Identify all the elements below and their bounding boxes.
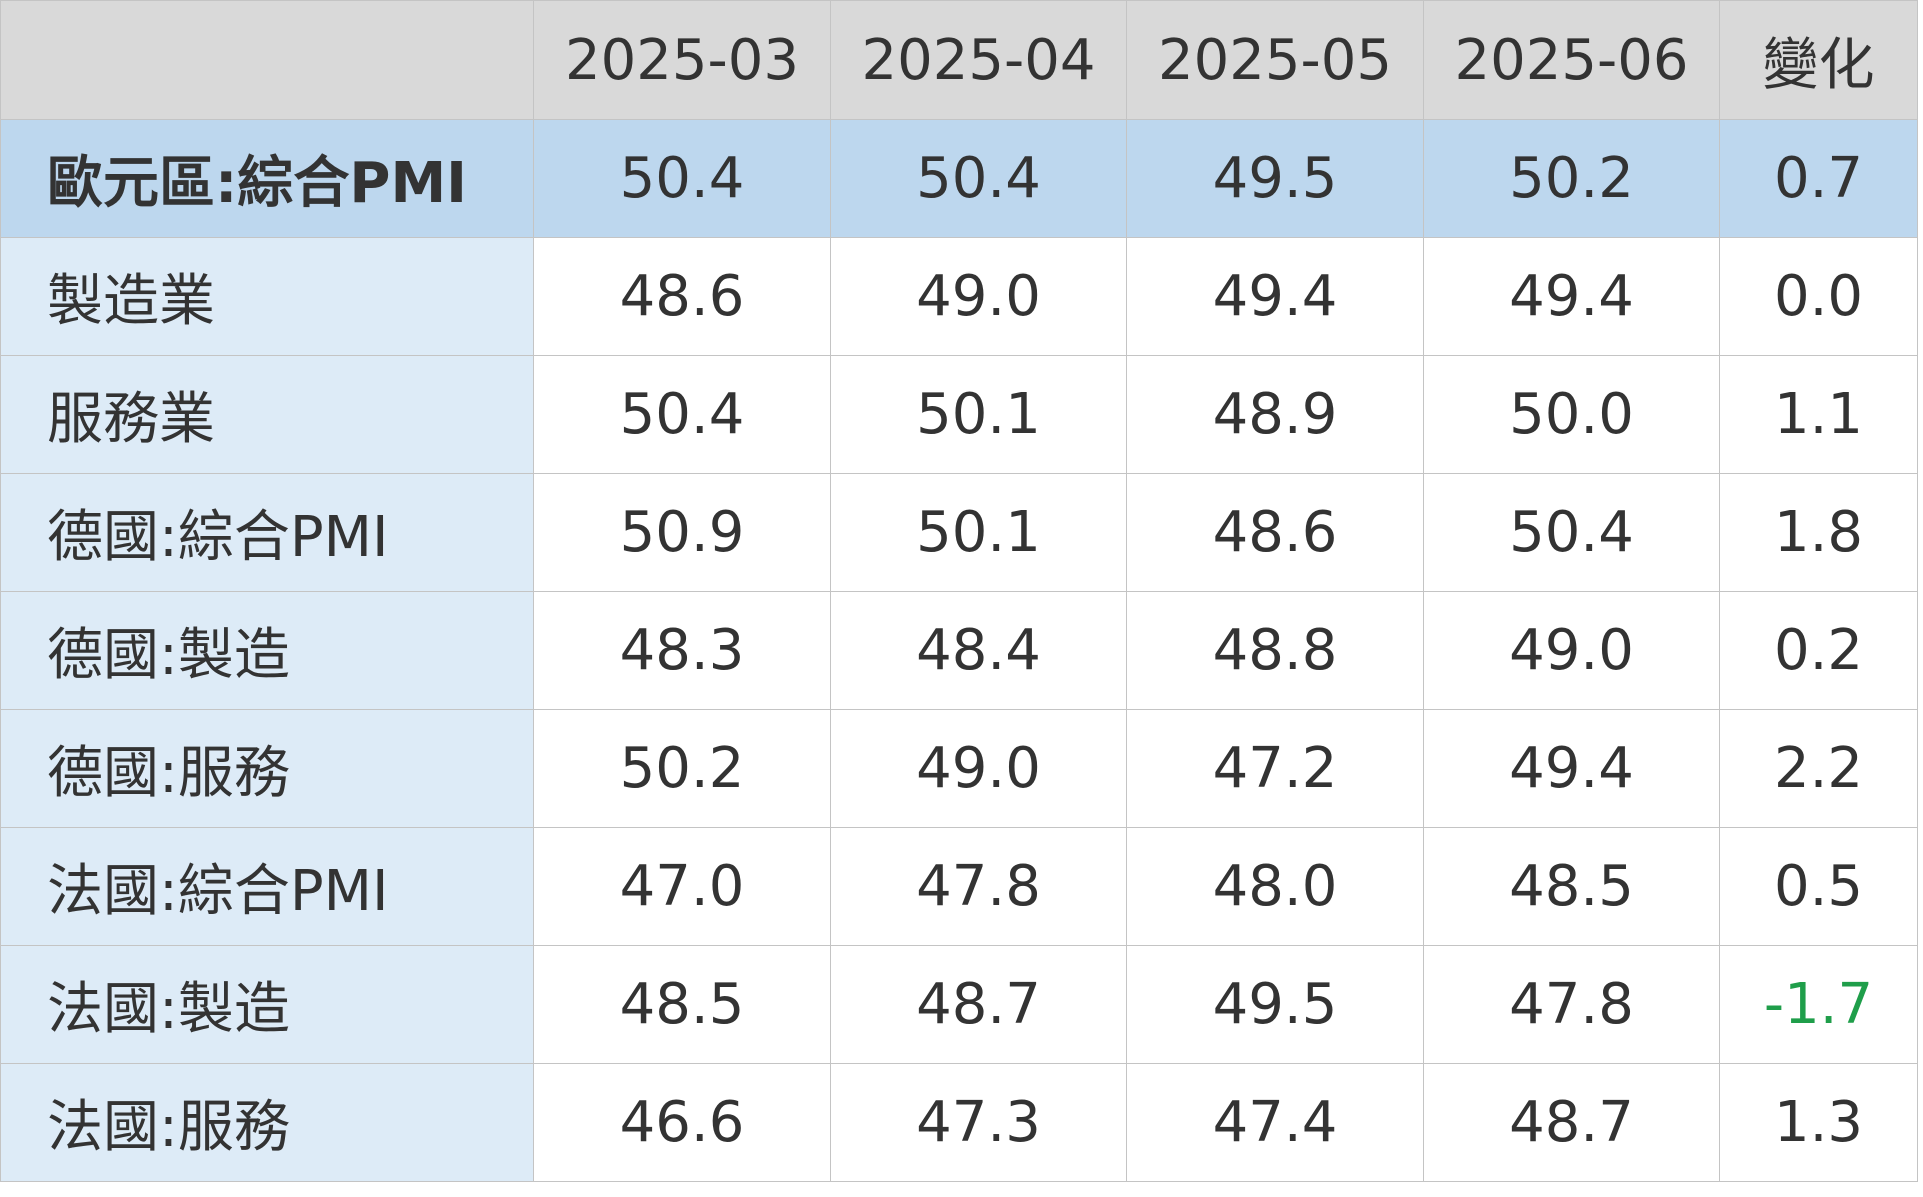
- value-cell: 50.2: [533, 709, 831, 828]
- table-row: 德國:服務 50.2 49.0 47.2 49.4 2.2: [0, 709, 1918, 828]
- value-cell: 48.6: [1126, 473, 1424, 592]
- value-cell: 48.7: [830, 945, 1127, 1064]
- row-label: 製造業: [0, 237, 534, 356]
- value-cell: 0.7: [1719, 119, 1918, 238]
- value-cell: 50.4: [533, 119, 831, 238]
- value-cell: 49.4: [1126, 237, 1424, 356]
- value-cell: 49.5: [1126, 119, 1424, 238]
- value-cell: 47.4: [1126, 1063, 1424, 1182]
- value-cell: 48.8: [1126, 591, 1424, 710]
- value-cell: 47.2: [1126, 709, 1424, 828]
- value-cell: 48.3: [533, 591, 831, 710]
- table-row: 德國:製造 48.3 48.4 48.8 49.0 0.2: [0, 591, 1918, 710]
- header-cell: 2025-05: [1126, 0, 1424, 120]
- row-label: 法國:服務: [0, 1063, 534, 1182]
- header-cell: [0, 0, 534, 120]
- value-cell: 49.5: [1126, 945, 1424, 1064]
- header-cell: 2025-06: [1423, 0, 1720, 120]
- value-cell: 49.0: [830, 709, 1127, 828]
- table-row: 歐元區:綜合PMI 50.4 50.4 49.5 50.2 0.7: [0, 119, 1918, 238]
- value-cell: 48.9: [1126, 355, 1424, 474]
- table-row: 法國:製造 48.5 48.7 49.5 47.8 -1.7: [0, 945, 1918, 1064]
- value-cell: 1.8: [1719, 473, 1918, 592]
- table-row: 法國:綜合PMI 47.0 47.8 48.0 48.5 0.5: [0, 827, 1918, 946]
- value-cell: 2.2: [1719, 709, 1918, 828]
- value-cell: 48.5: [1423, 827, 1720, 946]
- value-cell: 46.6: [533, 1063, 831, 1182]
- value-cell: 48.0: [1126, 827, 1424, 946]
- row-label: 德國:製造: [0, 591, 534, 710]
- value-cell: 50.0: [1423, 355, 1720, 474]
- value-cell: 50.2: [1423, 119, 1720, 238]
- row-label: 德國:綜合PMI: [0, 473, 534, 592]
- table-row: 法國:服務 46.6 47.3 47.4 48.7 1.3: [0, 1063, 1918, 1182]
- row-label: 服務業: [0, 355, 534, 474]
- table-row: 製造業 48.6 49.0 49.4 49.4 0.0: [0, 237, 1918, 356]
- value-cell: 1.3: [1719, 1063, 1918, 1182]
- value-cell: 50.4: [1423, 473, 1720, 592]
- value-cell: 50.1: [830, 473, 1127, 592]
- value-cell: 47.8: [830, 827, 1127, 946]
- value-cell: 47.8: [1423, 945, 1720, 1064]
- value-cell: 48.7: [1423, 1063, 1720, 1182]
- value-cell: 49.4: [1423, 709, 1720, 828]
- value-cell: 48.6: [533, 237, 831, 356]
- header-cell: 2025-04: [830, 0, 1127, 120]
- value-cell: 49.4: [1423, 237, 1720, 356]
- row-label: 德國:服務: [0, 709, 534, 828]
- header-row: 2025-03 2025-04 2025-05 2025-06 變化: [0, 0, 1918, 120]
- value-cell: 49.0: [1423, 591, 1720, 710]
- value-cell: 1.1: [1719, 355, 1918, 474]
- value-cell: 48.5: [533, 945, 831, 1064]
- value-cell: 50.4: [533, 355, 831, 474]
- value-cell: 50.9: [533, 473, 831, 592]
- table-row: 服務業 50.4 50.1 48.9 50.0 1.1: [0, 355, 1918, 474]
- value-cell: 49.0: [830, 237, 1127, 356]
- value-cell: 0.0: [1719, 237, 1918, 356]
- row-label: 法國:綜合PMI: [0, 827, 534, 946]
- row-label: 歐元區:綜合PMI: [0, 119, 534, 238]
- header-cell: 2025-03: [533, 0, 831, 120]
- value-cell: 0.2: [1719, 591, 1918, 710]
- value-cell: 48.4: [830, 591, 1127, 710]
- value-cell: 0.5: [1719, 827, 1918, 946]
- value-cell: 47.0: [533, 827, 831, 946]
- row-label: 法國:製造: [0, 945, 534, 1064]
- table-row: 德國:綜合PMI 50.9 50.1 48.6 50.4 1.8: [0, 473, 1918, 592]
- value-cell: 50.1: [830, 355, 1127, 474]
- value-cell: -1.7: [1719, 945, 1918, 1064]
- value-cell: 47.3: [830, 1063, 1127, 1182]
- header-cell: 變化: [1719, 0, 1918, 120]
- value-cell: 50.4: [830, 119, 1127, 238]
